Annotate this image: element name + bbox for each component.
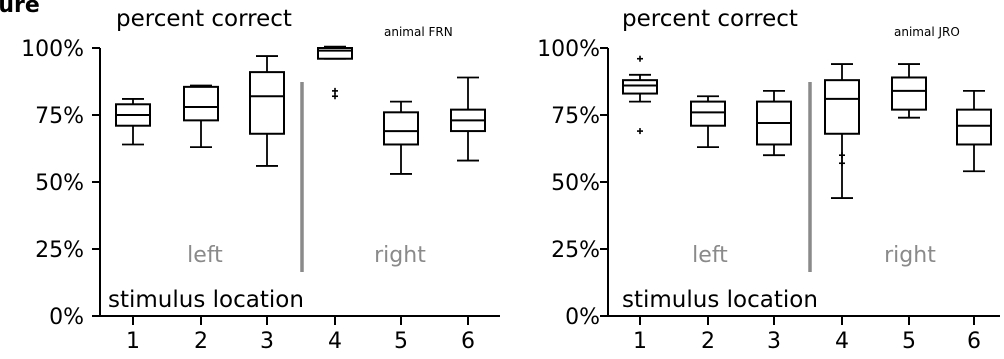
x-tick-label: 1 (126, 329, 140, 354)
chart-subtitle-animal: animal JRO (894, 25, 960, 39)
outlier-marker (637, 55, 643, 62)
box-category-2 (183, 84, 219, 149)
group-label-left: left (692, 243, 728, 268)
y-tick-label: 50% (35, 171, 84, 196)
box-category-2 (690, 95, 726, 149)
chart-title: percent correct (116, 6, 292, 32)
y-tick-label: 25% (551, 238, 600, 263)
box-category-5 (383, 100, 419, 175)
box-category-3 (249, 55, 285, 167)
outlier-marker (839, 152, 845, 159)
x-axis-title: stimulus location (622, 287, 818, 313)
panel-frn: percent correct animal FRN 0% 25% 50% 75% 100%… (21, 6, 500, 354)
box-category-6 (450, 76, 486, 162)
x-tick-label: 4 (328, 329, 342, 354)
y-tick-label: 100% (21, 37, 84, 62)
box-iqr (317, 47, 353, 60)
outlier-marker (332, 93, 338, 100)
box-iqr (891, 76, 927, 111)
box-category-4 (824, 63, 860, 199)
y-tick-label: 0% (565, 305, 600, 330)
x-tick-label: 5 (902, 329, 916, 354)
outlier-marker (332, 87, 338, 94)
x-tick-label: 2 (194, 329, 208, 354)
box-category-1 (622, 55, 658, 135)
outlier-marker (839, 160, 845, 167)
box-iqr (383, 111, 419, 146)
box-category-5 (891, 63, 927, 119)
outlier-marker (637, 128, 643, 135)
x-tick-label: 3 (767, 329, 781, 354)
box-iqr (690, 100, 726, 127)
box-iqr (249, 71, 285, 135)
x-tick-label: 6 (461, 329, 475, 354)
x-axis-title: stimulus location (108, 287, 304, 313)
box-iqr (824, 79, 860, 135)
x-tick-label: 4 (835, 329, 849, 354)
box-category-6 (956, 89, 992, 173)
panel-jro: percent correct animal JRO 0% 25% 50% 75% 100%… (537, 6, 1000, 354)
box-category-4 (317, 45, 353, 100)
group-label-left: left (187, 243, 223, 268)
x-tick-label: 2 (701, 329, 715, 354)
y-tick-label: 25% (35, 238, 84, 263)
chart-subtitle-animal: animal FRN (384, 25, 453, 39)
y-tick-label: 75% (551, 104, 600, 129)
y-tick-label: 50% (551, 171, 600, 196)
x-tick-label: 1 (633, 329, 647, 354)
y-tick-label: 75% (35, 104, 84, 129)
chart-title: percent correct (622, 6, 798, 32)
group-label-right: right (374, 243, 426, 268)
box-iqr (622, 79, 658, 95)
group-label-right: right (884, 243, 936, 268)
box-category-3 (756, 89, 792, 157)
y-tick-label: 100% (537, 37, 600, 62)
x-tick-label: 3 (260, 329, 274, 354)
box-iqr (956, 108, 992, 146)
box-category-1 (115, 98, 151, 146)
y-tick-label: 0% (49, 305, 84, 330)
figure-corner-label: Figure (0, 0, 40, 18)
x-tick-label: 5 (394, 329, 408, 354)
x-tick-label: 6 (967, 329, 981, 354)
box-iqr (183, 85, 219, 122)
